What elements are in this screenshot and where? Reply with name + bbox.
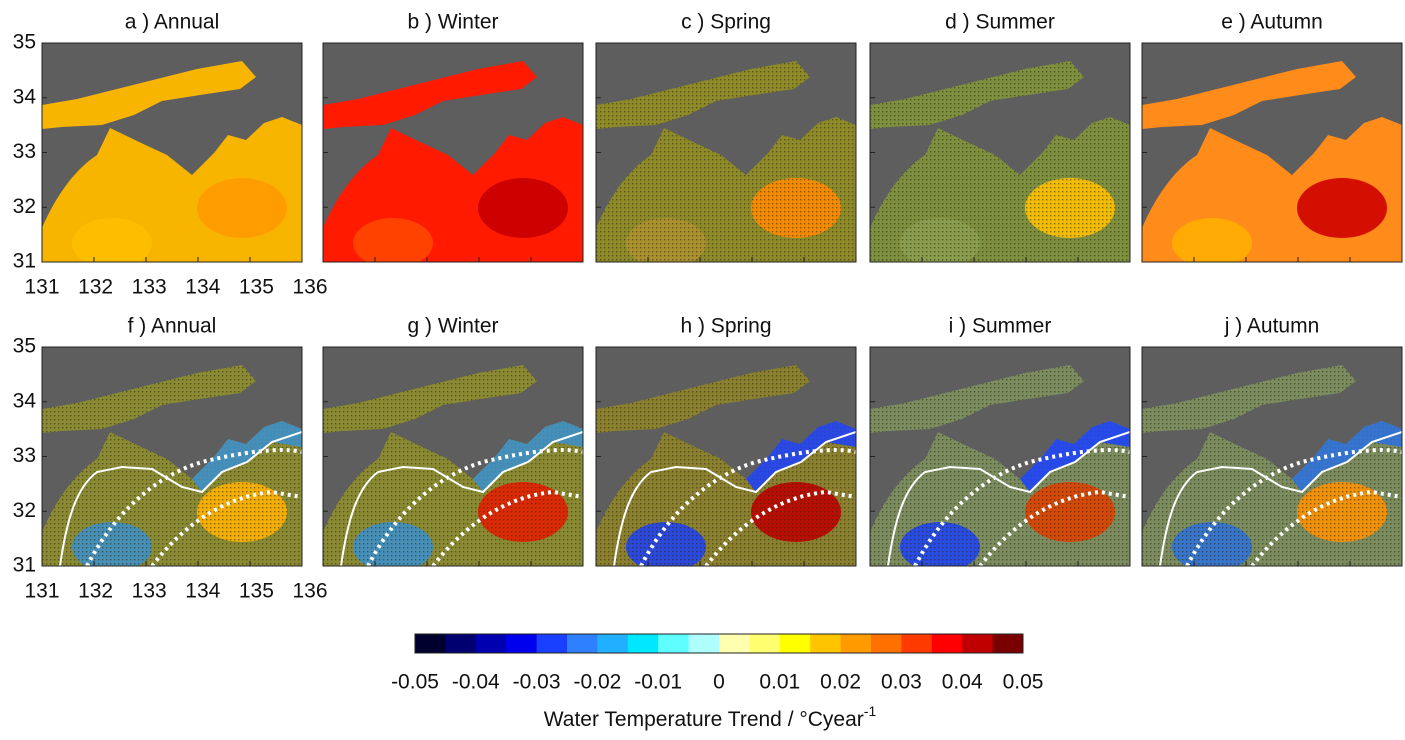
colorbar-segment bbox=[658, 634, 689, 653]
map-content bbox=[42, 347, 302, 572]
x-tick-label: 131 bbox=[24, 580, 59, 603]
panel-title: h ) Spring bbox=[680, 315, 771, 338]
colorbar-segment bbox=[780, 634, 811, 653]
colorbar-segment bbox=[445, 634, 476, 653]
map-panel bbox=[1142, 43, 1402, 268]
colorbar-tick-label: -0.03 bbox=[513, 671, 561, 694]
map-content bbox=[870, 347, 1130, 572]
colorbar-tick-label: 0.04 bbox=[942, 671, 983, 694]
colorbar-tick-label: -0.04 bbox=[452, 671, 500, 694]
trend-blob bbox=[72, 218, 152, 268]
x-tick-label: 136 bbox=[292, 276, 327, 299]
map-panel bbox=[1142, 347, 1402, 572]
panel-title: b ) Winter bbox=[407, 11, 498, 34]
x-tick-label: 134 bbox=[185, 276, 220, 299]
colorbar-segment bbox=[871, 634, 902, 653]
x-tick-label: 133 bbox=[132, 580, 167, 603]
colorbar-segment bbox=[567, 634, 598, 653]
x-tick-label: 135 bbox=[239, 580, 274, 603]
map-content bbox=[42, 43, 302, 268]
trend-blob bbox=[353, 218, 433, 268]
colorbar-segment bbox=[962, 634, 993, 653]
map-panel bbox=[42, 347, 302, 572]
colorbar-segment bbox=[415, 634, 446, 653]
y-tick-label: 34 bbox=[13, 85, 37, 108]
map-panel bbox=[870, 43, 1130, 268]
map-panel bbox=[323, 347, 583, 572]
colorbar-segment bbox=[932, 634, 963, 653]
panel-title: a ) Annual bbox=[125, 11, 220, 34]
map-content bbox=[596, 43, 856, 268]
colorbar-tick-label: -0.01 bbox=[634, 671, 682, 694]
panel-title: f ) Annual bbox=[128, 315, 217, 338]
colorbar-segment bbox=[993, 634, 1024, 653]
x-tick-label: 135 bbox=[239, 276, 274, 299]
panel-title: j ) Autumn bbox=[1224, 315, 1320, 338]
colorbar-tick-label: -0.02 bbox=[573, 671, 621, 694]
map-panel bbox=[870, 347, 1130, 572]
trend-blob bbox=[197, 178, 287, 238]
x-tick-label: 134 bbox=[185, 580, 220, 603]
map-panel bbox=[323, 43, 583, 268]
x-tick-label: 132 bbox=[78, 276, 113, 299]
y-tick-label: 31 bbox=[13, 250, 36, 273]
colorbar-tick-label: 0.05 bbox=[1003, 671, 1044, 694]
map-content bbox=[1142, 43, 1402, 268]
map-panel bbox=[596, 43, 856, 268]
y-tick-label: 34 bbox=[13, 389, 37, 412]
y-tick-label: 32 bbox=[13, 499, 36, 522]
map-content bbox=[596, 347, 856, 572]
panel-title: c ) Spring bbox=[681, 11, 771, 34]
colorbar-tick-label: 0.03 bbox=[881, 671, 922, 694]
colorbar-label-text: Water Temperature Trend / °Cyear bbox=[544, 708, 864, 731]
colorbar-segment bbox=[719, 634, 750, 653]
colorbar-segment bbox=[689, 634, 720, 653]
colorbar-segment bbox=[506, 634, 537, 653]
trend-blob bbox=[1172, 218, 1252, 268]
panel-title: e ) Autumn bbox=[1221, 11, 1323, 34]
map-panel bbox=[596, 347, 856, 572]
x-tick-label: 131 bbox=[24, 276, 59, 299]
map-content bbox=[870, 43, 1130, 268]
colorbar-label: Water Temperature Trend / °Cyear-1 bbox=[544, 703, 877, 731]
y-tick-label: 35 bbox=[13, 31, 36, 54]
colorbar-tick-label: 0.02 bbox=[820, 671, 861, 694]
colorbar-tick-label: 0.01 bbox=[759, 671, 800, 694]
colorbar-label-sup: -1 bbox=[864, 703, 877, 719]
x-tick-label: 136 bbox=[292, 580, 327, 603]
y-tick-label: 33 bbox=[13, 140, 36, 163]
y-tick-label: 32 bbox=[13, 195, 36, 218]
colorbar-segment bbox=[628, 634, 659, 653]
trend-blob bbox=[478, 178, 568, 238]
colorbar-segment bbox=[597, 634, 628, 653]
y-tick-label: 31 bbox=[13, 554, 36, 577]
panel-title: i ) Summer bbox=[949, 315, 1052, 338]
y-tick-label: 33 bbox=[13, 444, 36, 467]
x-tick-label: 132 bbox=[78, 580, 113, 603]
colorbar-tick-label: 0 bbox=[713, 671, 725, 694]
colorbar-segment bbox=[901, 634, 932, 653]
colorbar-segment bbox=[841, 634, 872, 653]
trend-blob bbox=[1297, 178, 1387, 238]
panel-title: d ) Summer bbox=[945, 11, 1055, 34]
colorbar-segment bbox=[810, 634, 841, 653]
x-tick-label: 133 bbox=[132, 276, 167, 299]
figure: a ) Annual b ) Winter c ) Spring d ) Summer… bbox=[0, 0, 1405, 735]
colorbar-segment bbox=[537, 634, 568, 653]
map-content bbox=[323, 43, 583, 268]
colorbar-tick-label: -0.05 bbox=[391, 671, 439, 694]
map-panel bbox=[42, 43, 302, 268]
map-content bbox=[1142, 347, 1402, 572]
panel-title: g ) Winter bbox=[407, 315, 498, 338]
map-content bbox=[323, 347, 583, 572]
colorbar-segment bbox=[749, 634, 780, 653]
colorbar-segment bbox=[476, 634, 507, 653]
y-tick-label: 35 bbox=[13, 335, 36, 358]
